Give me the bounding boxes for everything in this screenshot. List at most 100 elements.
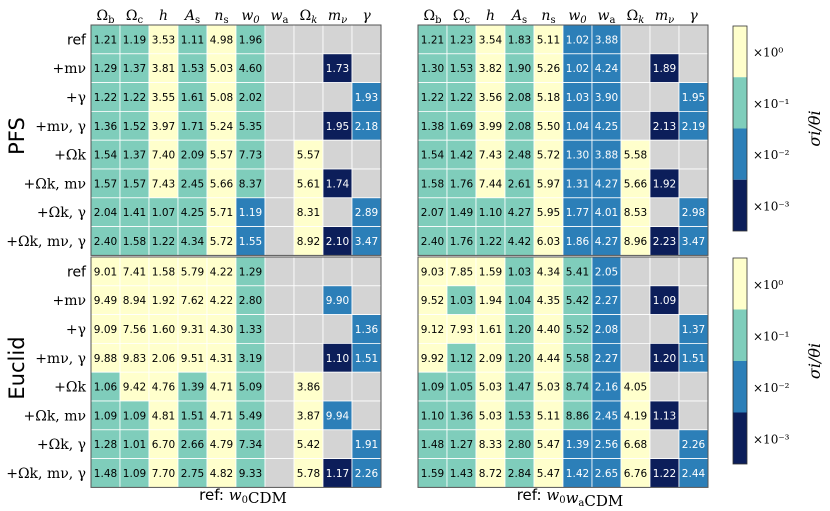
heatmap-cell: [620, 314, 651, 344]
heatmap-cell: [475, 400, 506, 431]
heatmap-cell: [322, 168, 353, 199]
cell-value: 2.08: [508, 92, 531, 104]
cell-value: 1.03: [450, 295, 473, 307]
heatmap-cell: [351, 400, 382, 431]
cell-value: 1.77: [566, 207, 589, 219]
heatmap-cell: [322, 82, 353, 112]
heatmap-cell: [148, 168, 179, 199]
cell-value: 1.94: [479, 295, 503, 307]
cell-value: 1.73: [326, 63, 349, 75]
cell-value: 1.42: [566, 468, 589, 480]
cell-value: 1.30: [566, 150, 589, 162]
cell-value: 2.07: [421, 207, 444, 219]
heatmap-cell: [475, 371, 506, 402]
cell-value: 6.03: [537, 236, 560, 248]
cell-value: 2.18: [355, 121, 378, 133]
cell-value: 1.29: [94, 63, 117, 75]
heatmap-cell: [177, 82, 208, 112]
cell-value: 2.26: [682, 439, 706, 451]
column-header: As: [510, 8, 527, 26]
heatmap-cell: [475, 256, 506, 287]
heatmap-cell: [177, 458, 208, 488]
cell-value: 1.76: [450, 236, 474, 248]
cell-value: 1.57: [94, 178, 117, 190]
row-label: ref: [67, 32, 87, 48]
cell-value: 4.76: [152, 382, 176, 394]
row-label: +Ωk, γ: [37, 205, 86, 221]
heatmap-cell: [206, 111, 237, 141]
heatmap-cell: [504, 342, 535, 373]
cell-value: 4.25: [181, 207, 204, 219]
panel-frame: [417, 24, 709, 256]
heatmap-cell: [264, 285, 295, 315]
cell-value: 1.27: [450, 439, 473, 451]
row-label: +Ωk, mν, γ: [6, 466, 86, 482]
cell-value: 2.27: [595, 353, 618, 365]
heatmap-cell: [678, 285, 709, 315]
cell-value: 3.53: [152, 34, 175, 46]
heatmap-panel: 1.21 1.23 3.54 1.83 5.11 1.02 3.88 1.30 1.53 3.82…: [417, 24, 709, 256]
cell-value: 4.79: [210, 439, 233, 451]
colorbar-segment: [733, 258, 747, 310]
heatmap-cell: [119, 82, 150, 112]
cell-value: 1.59: [479, 266, 502, 278]
heatmap-cell: [591, 139, 622, 170]
heatmap-cell: [475, 226, 506, 256]
cell-value: 1.59: [421, 468, 444, 480]
heatmap-cell: [417, 111, 448, 141]
cell-value: 8.86: [566, 410, 590, 422]
cell-value: 1.37: [123, 150, 146, 162]
row-label: ref: [67, 264, 87, 280]
heatmap-cell: [322, 256, 353, 287]
heatmap-cell: [235, 168, 266, 199]
cell-value: 4.30: [210, 324, 233, 336]
cell-value: 2.84: [508, 468, 532, 480]
heatmap-cell: [293, 24, 324, 55]
cell-value: 5.03: [210, 63, 233, 75]
heatmap-panels: 1.21 1.19 3.53 1.11 4.98 1.96 1.29 1.37 3.81 1.53…: [90, 24, 709, 488]
heatmap-cell: [562, 314, 593, 344]
heatmap-cell: [351, 371, 382, 402]
heatmap-cell: [533, 285, 564, 315]
cell-value: 4.42: [508, 236, 531, 248]
heatmap-cell: [475, 111, 506, 141]
cell-value: 1.42: [450, 150, 473, 162]
heatmap-cell: [235, 314, 266, 344]
heatmap-cell: [591, 429, 622, 459]
heatmap-cell: [206, 197, 237, 228]
cell-value: 3.47: [682, 236, 705, 248]
colorbar-segment: [733, 179, 747, 231]
heatmap-cell: [446, 400, 477, 431]
cell-value: 1.61: [181, 92, 204, 104]
heatmap-cell: [264, 400, 295, 431]
cell-value: 5.18: [537, 92, 560, 104]
cell-value: 5.97: [537, 178, 560, 190]
heatmap-cell: [293, 111, 324, 141]
cell-value: 1.21: [94, 34, 117, 46]
row-label: +Ωk, mν: [23, 408, 86, 424]
cell-value: 1.54: [94, 150, 118, 162]
cell-value: 1.36: [355, 324, 379, 336]
heatmap-cell: [235, 285, 266, 315]
heatmap-cell: [417, 371, 448, 402]
heatmap-cell: [293, 197, 324, 228]
row-label: +mν: [52, 293, 86, 309]
cell-value: 5.47: [537, 439, 560, 451]
cell-value: 1.91: [355, 439, 378, 451]
heatmap-cell: [351, 285, 382, 315]
cell-value: 3.99: [479, 121, 502, 133]
heatmap-cell: [620, 111, 651, 141]
cell-value: 6.76: [624, 468, 648, 480]
column-header: Ωb: [423, 8, 441, 26]
cell-value: 1.93: [355, 92, 378, 104]
row-label: +mν: [52, 61, 86, 77]
heatmap-cell: [504, 82, 535, 112]
cell-value: 1.22: [450, 92, 473, 104]
cell-value: 2.08: [595, 324, 618, 336]
cell-value: 2.04: [94, 207, 118, 219]
cell-value: 1.09: [421, 382, 444, 394]
cell-value: 1.52: [123, 121, 146, 133]
heatmap-cell: [264, 226, 295, 256]
heatmap-cell: [678, 429, 709, 459]
heatmap-cell: [322, 139, 353, 170]
